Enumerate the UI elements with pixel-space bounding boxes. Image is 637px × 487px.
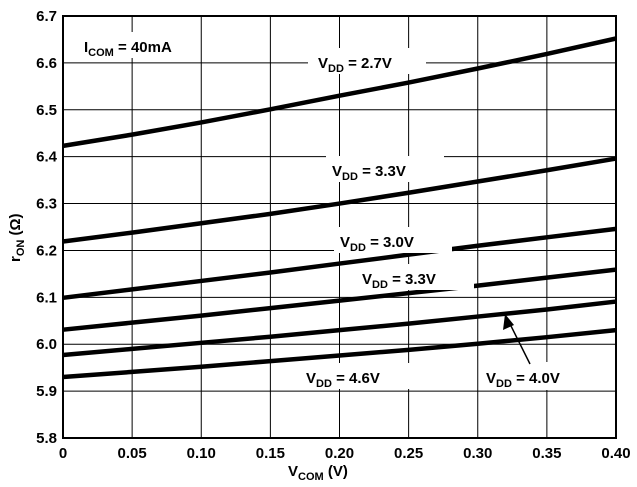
series-line-5 [62, 327, 617, 380]
series-line-1 [62, 156, 617, 244]
series-line-0 [62, 36, 617, 149]
series-label-0: VDD = 2.7V [318, 55, 392, 75]
y-tick-label: 6.2 [36, 242, 57, 259]
plot-frame [62, 15, 617, 439]
series-label-1: VDD = 3.3V [332, 163, 406, 183]
x-tick-label: 0.10 [187, 445, 216, 462]
series-label-bg-1 [326, 156, 444, 182]
y-tick-label: 6.5 [36, 102, 57, 119]
x-tick-label: 0.30 [463, 445, 492, 462]
series-label-bg-2 [334, 227, 452, 253]
x-tick-label: 0.15 [256, 445, 285, 462]
y-tick-labels: 5.8 5.9 6.0 6.1 6.2 6.3 6.4 6.5 6.6 6.7 [36, 8, 58, 447]
annotation-arrow-line [507, 319, 531, 365]
series-label-bg-0 [308, 48, 426, 74]
series-label-3: VDD = 3.3V [362, 271, 436, 291]
series-label-bg-4 [480, 362, 596, 390]
y-tick-label: 6.0 [36, 336, 57, 353]
series-lines [62, 36, 617, 380]
series-label-bg-3 [356, 264, 474, 290]
series-line-4 [62, 299, 617, 358]
series-label-5: VDD = 4.6V [306, 370, 380, 390]
y-tick-label: 5.9 [36, 383, 57, 400]
x-axis-title: VCOM (V) [288, 463, 348, 483]
x-tick-label: 0.25 [394, 445, 423, 462]
x-tick-label: 0.35 [532, 445, 561, 462]
y-tick-label: 6.7 [36, 8, 57, 25]
condition-label-bg [78, 32, 174, 58]
x-tick-label: 0.05 [118, 445, 147, 462]
x-tick-label: 0.40 [601, 445, 630, 462]
y-tick-label: 6.1 [36, 289, 57, 306]
x-tick-label: 0.20 [325, 445, 354, 462]
series-line-2 [62, 226, 617, 301]
y-tick-label: 5.8 [36, 430, 57, 447]
series-label-4: VDD = 4.0V [486, 370, 560, 390]
x-tick-labels: 0 0.05 0.10 0.15 0.20 0.25 0.30 0.35 0.40 [59, 445, 631, 462]
y-axis-title: rON (Ω) [7, 213, 27, 262]
y-tick-label: 6.6 [36, 55, 57, 72]
y-tick-label: 6.4 [36, 149, 58, 166]
series-label-bg-5 [300, 363, 418, 389]
annotation-arrow-head [503, 314, 514, 330]
series-label-2: VDD = 3.0V [340, 234, 414, 254]
condition-label: ICOM = 40mA [84, 39, 172, 59]
series-line-3 [62, 267, 617, 332]
y-tick-label: 6.3 [36, 196, 57, 213]
x-tick-label: 0 [59, 445, 67, 462]
